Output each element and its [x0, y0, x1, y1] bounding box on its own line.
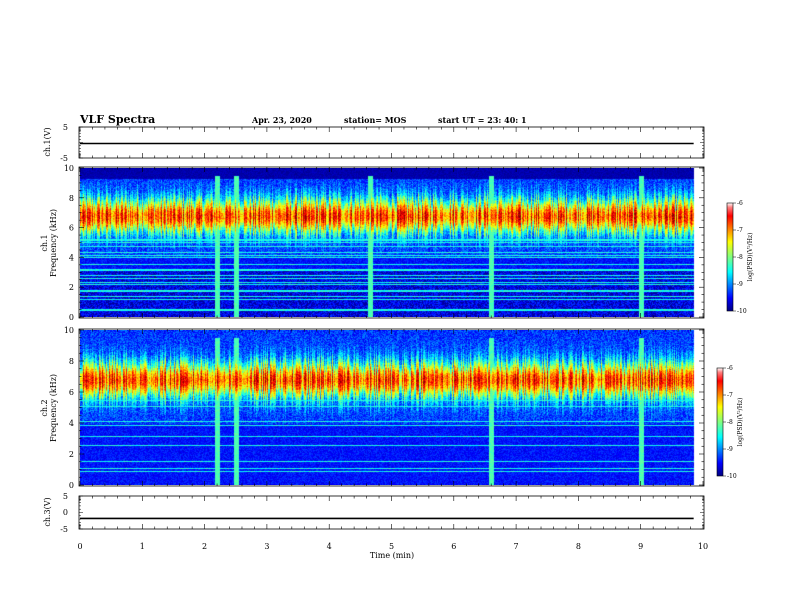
ch2-colorbar-ticks: -6 -7 -8 -9 -10 [723, 365, 737, 480]
ch2-spectrogram-ticks [79, 329, 704, 486]
ch2-colorbar [716, 367, 724, 477]
freq-tick-label: 10 [64, 164, 74, 173]
ch1-colorbar-label: log(PSD)(V²/Hz) [747, 233, 754, 282]
ch2-spectrogram-image [80, 330, 703, 485]
ch2-spectrogram-panel: 0 2 4 6 8 10 ch.2 Frequency (kHz) -6 -7 -8 -9 -10… [40, 326, 744, 490]
colorbar-tick-label: -7 [727, 392, 733, 399]
freq-tick-label: 2 [69, 450, 74, 459]
freq-tick-label: 0 [69, 481, 74, 490]
start-time-label: start UT = 23: 40: 1 [438, 115, 527, 125]
figure-title: VLF Spectra [79, 113, 155, 126]
freq-tick-label: 10 [64, 326, 74, 335]
ch1-waveform-ylabel: ch.1(V) [43, 127, 52, 156]
ch3-ytick-top: 5 [63, 492, 68, 501]
freq-tick-label: 6 [69, 388, 74, 397]
time-tick-label: 6 [451, 542, 456, 551]
ch2-spectrogram-ylabel-freq: Frequency (kHz) [49, 374, 58, 442]
time-tick-label: 8 [576, 542, 581, 551]
colorbar-tick-label: -6 [727, 365, 733, 372]
colorbar-tick-label: -7 [737, 227, 743, 234]
ch1-spectrogram-panel: 0 2 4 6 8 10 ch.1 Frequency (kHz) -6 -7 -8 -9 -10… [40, 164, 754, 322]
freq-tick-label: 2 [69, 283, 74, 292]
ch2-spectrogram-ytick-labels: 0 2 4 6 8 10 [64, 326, 74, 490]
ch3-waveform-panel: 5 -5 ch.3(V) 0 1 2 3 4 5 6 7 8 9 10 Time (min) [43, 492, 708, 560]
time-tick-label: 4 [327, 542, 332, 551]
time-tick-label: 10 [698, 542, 708, 551]
freq-tick-label: 0 [69, 313, 74, 322]
colorbar-tick-label: -10 [737, 308, 747, 315]
ch1-waveform-panel: 5 -5 ch.1(V) [43, 123, 705, 163]
ch1-ytick-bottom: -5 [60, 154, 68, 163]
freq-tick-label: 8 [69, 194, 74, 203]
ch3-waveform-frame [78, 495, 705, 530]
time-tick-label: 7 [514, 542, 519, 551]
ch3-ytick-middle: 0 [63, 508, 68, 517]
ch1-colorbar-ticks: -6 -7 -8 -9 -10 [733, 200, 747, 315]
freq-tick-label: 4 [69, 419, 74, 428]
time-tick-label: 9 [638, 542, 643, 551]
freq-tick-label: 4 [69, 253, 74, 262]
ch1-spectrogram-ylabel-channel: ch.1 [40, 234, 49, 251]
ch3-waveform-ticks [79, 495, 704, 530]
colorbar-tick-label: -8 [727, 419, 733, 426]
time-tick-label: 1 [140, 542, 145, 551]
freq-tick-label: 6 [69, 224, 74, 233]
ch1-waveform-ticks [79, 126, 704, 159]
colorbar-tick-label: -10 [727, 473, 737, 480]
ch1-spectrogram-image [80, 168, 703, 317]
time-axis-label: Time (min) [370, 551, 414, 560]
ch2-colorbar-label: log(PSD)(V²/Hz) [737, 398, 744, 447]
ch1-spectrogram-ticks [79, 167, 704, 318]
station-label: station= MOS [344, 115, 407, 125]
ch2-spectrogram-ylabel-channel: ch.2 [40, 399, 49, 416]
time-tick-label: 0 [77, 542, 82, 551]
ch1-spectrogram-ylabel-freq: Frequency (kHz) [49, 209, 58, 277]
colorbar-tick-label: -6 [737, 200, 743, 207]
colorbar-tick-label: -8 [737, 254, 743, 261]
ch1-spectrogram-ytick-labels: 0 2 4 6 8 10 [64, 164, 74, 322]
ch3-ytick-bottom: -5 [60, 525, 68, 534]
ch1-waveform-frame [78, 126, 705, 159]
date-label: Apr. 23, 2020 [251, 115, 312, 125]
ch1-ytick-top: 5 [63, 123, 68, 132]
time-tick-label: 3 [264, 542, 269, 551]
freq-tick-label: 8 [69, 357, 74, 366]
ch1-colorbar [726, 202, 734, 312]
time-tick-label: 5 [389, 542, 394, 551]
time-tick-label: 2 [202, 542, 207, 551]
time-axis-tick-labels: 0 1 2 3 4 5 6 7 8 9 10 [77, 542, 708, 551]
colorbar-tick-label: -9 [727, 446, 733, 453]
colorbar-tick-label: -9 [737, 281, 743, 288]
ch3-waveform-ylabel: ch.3(V) [43, 497, 52, 526]
